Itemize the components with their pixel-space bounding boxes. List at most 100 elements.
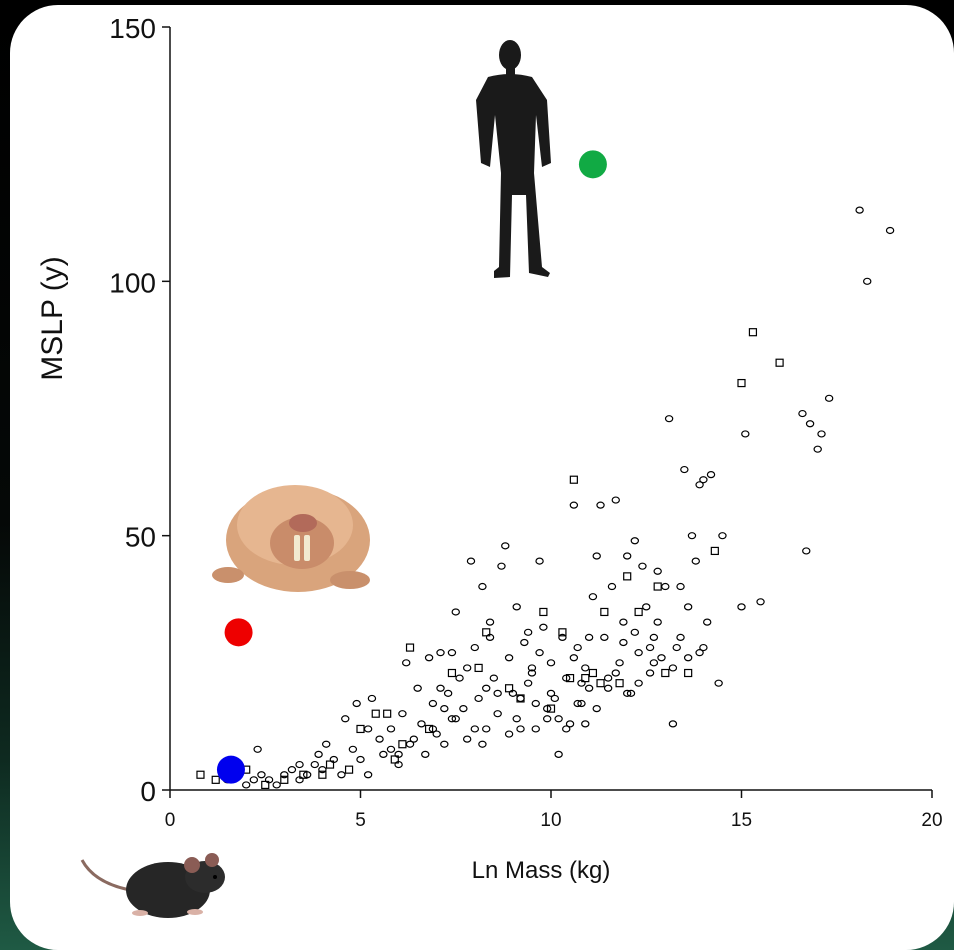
open-point	[706, 471, 716, 479]
open-point	[680, 465, 689, 474]
open-point	[596, 501, 605, 509]
highlight-point	[578, 150, 607, 179]
open-point	[569, 654, 579, 662]
open-point	[440, 705, 449, 713]
square-point	[516, 694, 525, 703]
open-point	[421, 750, 430, 758]
square-point	[565, 673, 575, 683]
open-point	[398, 710, 407, 718]
open-point	[337, 771, 346, 779]
open-point	[512, 603, 521, 611]
open-point	[287, 766, 297, 774]
open-point	[436, 684, 445, 692]
open-point	[455, 674, 464, 682]
open-point	[623, 552, 632, 560]
square-point	[371, 709, 380, 718]
y-ticks: 0 50 100 150	[109, 13, 170, 807]
open-point	[714, 679, 723, 687]
human-silhouette-icon	[476, 40, 551, 278]
open-point	[699, 476, 708, 484]
open-point	[756, 598, 765, 606]
open-point	[424, 654, 434, 662]
open-point	[805, 420, 815, 428]
open-point	[356, 755, 365, 764]
open-point	[504, 730, 514, 738]
open-point	[562, 725, 571, 733]
open-point	[363, 771, 373, 779]
open-point	[253, 745, 262, 753]
open-point	[741, 430, 750, 438]
naked-mole-rat-image	[212, 485, 370, 592]
open-point	[657, 654, 666, 662]
open-point	[626, 689, 636, 697]
open-point	[737, 603, 746, 611]
open-point	[672, 643, 681, 652]
y-tick-label: 50	[125, 522, 156, 553]
open-point	[348, 745, 358, 753]
open-point	[462, 735, 472, 743]
open-point	[280, 771, 289, 779]
open-point	[664, 415, 674, 423]
open-point	[417, 720, 426, 728]
open-point	[581, 664, 590, 672]
open-point	[695, 649, 704, 657]
open-point	[573, 699, 582, 708]
square-point	[710, 546, 719, 556]
open-point	[516, 725, 525, 733]
open-point	[550, 694, 560, 703]
square-point	[299, 770, 308, 779]
square-point	[504, 684, 514, 693]
open-point	[699, 643, 708, 652]
open-point	[322, 740, 331, 748]
open-point	[527, 664, 537, 672]
open-point	[649, 633, 659, 642]
open-point	[432, 730, 441, 738]
square-point	[546, 704, 556, 713]
open-point	[310, 760, 319, 769]
open-point	[440, 740, 449, 748]
open-point	[489, 674, 499, 682]
open-point	[863, 277, 872, 285]
open-point	[482, 684, 491, 692]
open-point	[592, 705, 601, 713]
open-point	[546, 689, 556, 697]
square-point	[196, 770, 205, 779]
open-point	[813, 445, 822, 453]
open-point	[611, 669, 620, 677]
open-point	[683, 603, 693, 611]
y-tick-label: 0	[140, 776, 156, 807]
square-point	[634, 607, 643, 617]
square-point	[737, 378, 746, 388]
open-point	[603, 684, 613, 692]
open-point	[691, 557, 700, 565]
open-point	[584, 633, 594, 642]
open-point	[581, 720, 590, 728]
square-point	[211, 775, 220, 784]
open-point	[676, 633, 685, 642]
open-point	[295, 760, 304, 769]
square-point	[615, 679, 624, 688]
square-point	[569, 475, 578, 484]
open-point	[386, 745, 396, 753]
open-point	[661, 582, 670, 591]
open-point	[703, 618, 712, 626]
open-point	[577, 699, 586, 708]
square-point	[558, 628, 567, 637]
open-point	[451, 715, 460, 723]
open-point	[573, 643, 582, 652]
open-point	[802, 547, 811, 555]
open-point	[504, 654, 514, 662]
open-point	[493, 689, 502, 697]
open-point	[653, 567, 662, 575]
open-point	[718, 532, 727, 540]
square-point	[318, 770, 327, 779]
y-tick-label: 150	[109, 13, 156, 44]
open-point	[462, 664, 472, 672]
open-point	[558, 633, 567, 642]
open-point	[615, 659, 624, 667]
square-point	[447, 668, 457, 678]
open-point	[451, 608, 460, 616]
open-point	[249, 776, 259, 784]
open-point	[634, 649, 643, 657]
open-point	[539, 623, 548, 631]
